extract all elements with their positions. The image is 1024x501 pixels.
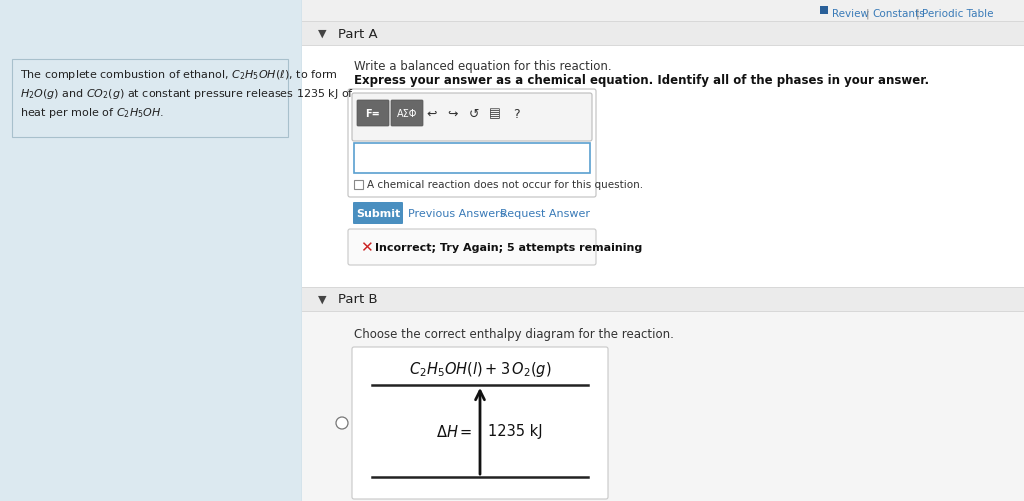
Text: F=: F= <box>366 109 380 119</box>
Bar <box>354 181 362 189</box>
Text: A chemical reaction does not occur for this question.: A chemical reaction does not occur for t… <box>367 180 643 190</box>
Text: ↩: ↩ <box>427 107 437 120</box>
FancyBboxPatch shape <box>353 202 403 224</box>
Bar <box>302 312 1024 501</box>
Circle shape <box>336 417 348 429</box>
Text: Incorrect; Try Again; 5 attempts remaining: Incorrect; Try Again; 5 attempts remaini… <box>375 242 642 253</box>
Text: Previous Answers: Previous Answers <box>408 208 506 218</box>
Text: Periodic Table: Periodic Table <box>922 9 993 19</box>
Text: ▼: ▼ <box>317 295 327 305</box>
Bar <box>302 0 1024 501</box>
Bar <box>302 288 1024 312</box>
FancyBboxPatch shape <box>354 144 590 174</box>
Text: ▼: ▼ <box>317 29 327 39</box>
Text: 1235 kJ: 1235 kJ <box>488 424 543 438</box>
Text: $\Delta H = $: $\Delta H = $ <box>435 423 472 439</box>
Text: ▤: ▤ <box>489 107 501 120</box>
Text: AΣΦ: AΣΦ <box>397 109 417 119</box>
Bar <box>302 0 1024 22</box>
Text: ↺: ↺ <box>469 107 479 120</box>
Bar <box>820 7 828 15</box>
FancyBboxPatch shape <box>352 347 608 499</box>
Text: Write a balanced equation for this reaction.: Write a balanced equation for this react… <box>354 60 611 73</box>
Text: ✕: ✕ <box>360 240 373 255</box>
Text: Request Answer: Request Answer <box>500 208 590 218</box>
Text: Part A: Part A <box>338 28 378 41</box>
Text: The complete combustion of ethanol, $C_2H_5OH(\ell)$, to form
$H_2O(g)$ and $CO_: The complete combustion of ethanol, $C_2… <box>20 68 354 120</box>
Text: $C_2H_5OH(l) + 3\,O_2(g)$: $C_2H_5OH(l) + 3\,O_2(g)$ <box>409 360 551 379</box>
Text: Choose the correct enthalpy diagram for the reaction.: Choose the correct enthalpy diagram for … <box>354 327 674 340</box>
Text: |: | <box>866 9 869 19</box>
FancyBboxPatch shape <box>391 101 423 127</box>
Text: |: | <box>916 9 920 19</box>
FancyBboxPatch shape <box>352 94 592 142</box>
Text: Submit: Submit <box>356 208 400 218</box>
Text: Express your answer as a chemical equation. Identify all of the phases in your a: Express your answer as a chemical equati… <box>354 74 929 87</box>
Text: Constants: Constants <box>872 9 925 19</box>
Text: Review: Review <box>831 9 869 19</box>
Bar <box>302 46 1024 288</box>
Text: Part B: Part B <box>338 293 378 306</box>
Text: ↪: ↪ <box>447 107 459 120</box>
FancyBboxPatch shape <box>357 101 389 127</box>
Bar <box>302 22 1024 46</box>
Bar <box>0 0 302 501</box>
FancyBboxPatch shape <box>12 60 288 138</box>
FancyBboxPatch shape <box>348 229 596 266</box>
Text: ?: ? <box>513 107 519 120</box>
